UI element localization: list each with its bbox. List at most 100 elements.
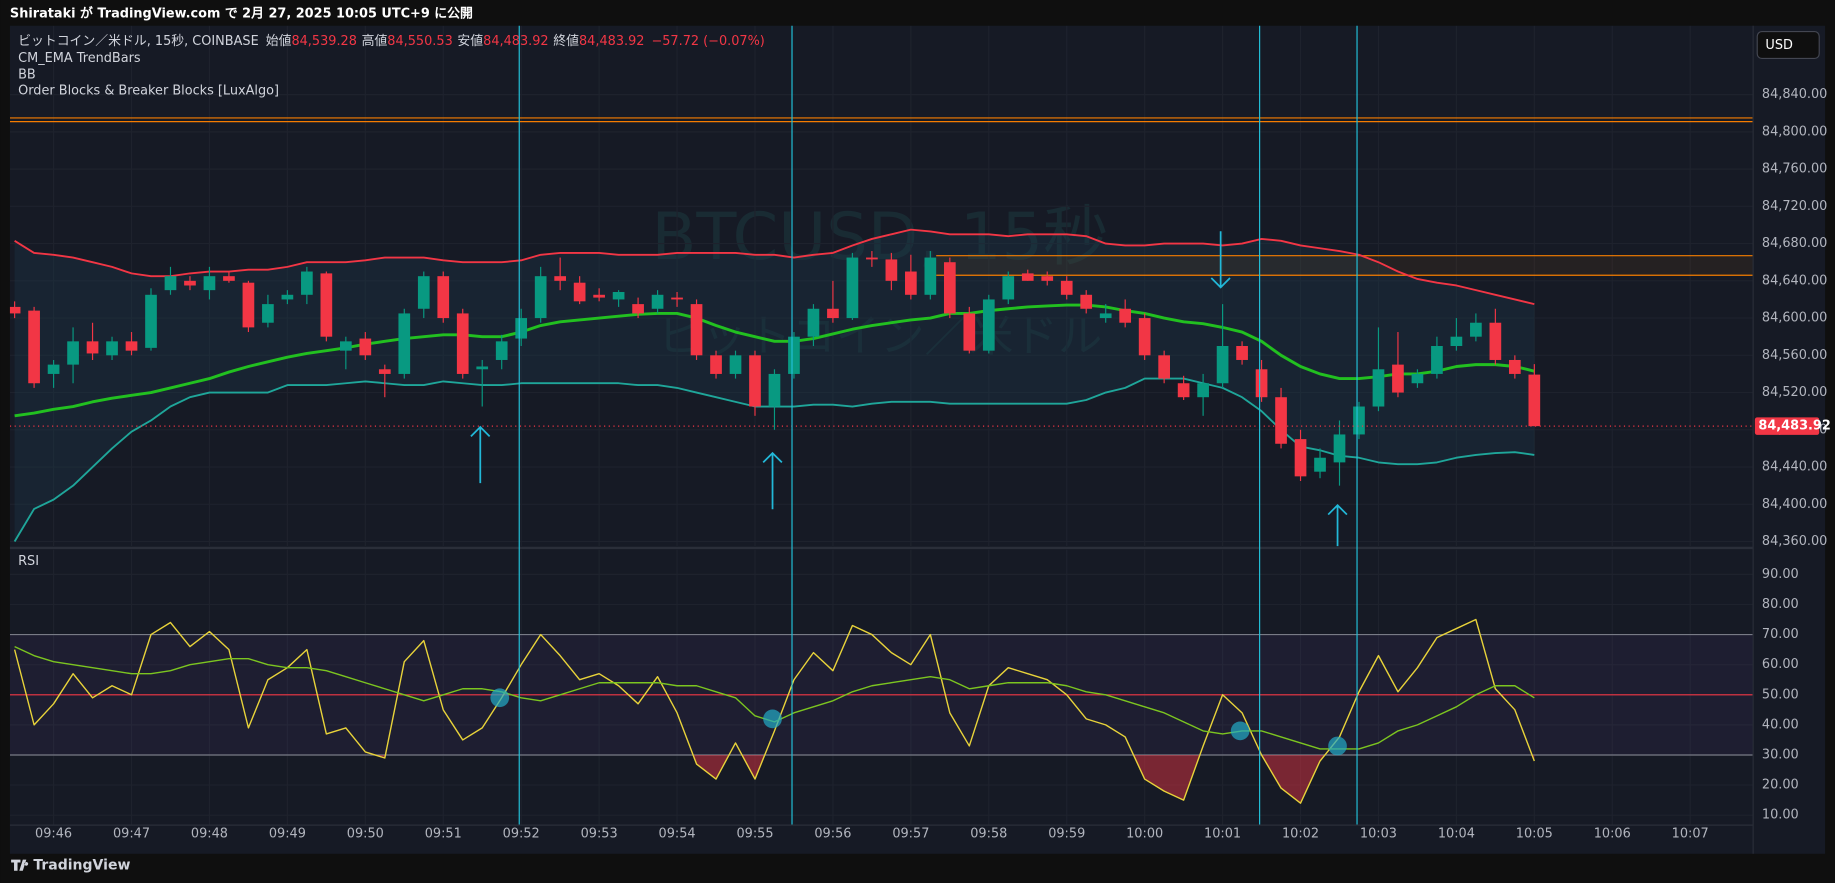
series-line — [14, 228, 1535, 306]
candle-body — [632, 304, 644, 314]
candle-body — [1158, 355, 1170, 379]
candle-body — [1080, 294, 1093, 309]
signal-dot — [1328, 736, 1347, 756]
candle-body — [515, 318, 528, 339]
candle-body — [203, 276, 216, 291]
signal-dot — [490, 688, 510, 708]
candle-body — [788, 336, 800, 374]
candle-body — [710, 355, 722, 374]
candle-body — [281, 294, 294, 300]
candle-body — [1431, 346, 1443, 374]
x-tick-label: 10:07 — [1672, 826, 1709, 841]
candle-body — [67, 341, 79, 365]
candle-body — [495, 341, 508, 360]
candle-body — [943, 262, 956, 314]
candle-body — [1489, 322, 1502, 360]
candle-body — [86, 341, 99, 354]
signal-arrow — [470, 425, 491, 484]
currency-button[interactable] — [1756, 30, 1820, 60]
candle-body — [1528, 374, 1541, 427]
ohlc-value: 84,550.53 — [387, 33, 452, 48]
x-tick-label: 09:48 — [191, 826, 228, 841]
candle-body — [9, 306, 21, 314]
candle-body — [378, 369, 391, 374]
x-tick-label: 09:49 — [269, 826, 306, 841]
y-tick-label: 60.00 — [1762, 657, 1799, 672]
x-tick-label: 09:51 — [425, 826, 462, 841]
candle-body — [671, 297, 683, 300]
x-tick-label: 09:46 — [35, 826, 72, 841]
signal-dot — [1230, 721, 1250, 741]
candle-body — [145, 294, 157, 348]
y-tick-label: 84,640.00 — [1762, 273, 1827, 288]
ohlc-label: 高値 — [362, 32, 388, 48]
chart-area — [9, 25, 1826, 854]
candle-body — [398, 313, 411, 374]
indicator-name: Order Blocks & Breaker Blocks [LuxAlgo] — [18, 84, 279, 99]
x-tick-label: 10:04 — [1438, 826, 1475, 841]
candle-body — [301, 271, 313, 295]
candle-body — [1275, 397, 1287, 444]
y-tick-label: 40.00 — [1762, 717, 1799, 732]
candle-body — [554, 276, 567, 281]
ohlc-label: 始値 — [266, 32, 292, 48]
candle-body — [320, 273, 333, 337]
candle-body — [1450, 336, 1463, 347]
y-tick-label: 80.00 — [1762, 597, 1799, 612]
x-tick-label: 10:06 — [1594, 826, 1631, 841]
candle-body — [905, 271, 917, 295]
y-tick-label: 84,520.00 — [1762, 385, 1827, 400]
x-tick-label: 09:55 — [736, 826, 773, 841]
axes: 09:46 09:47 09:48 09:49 09:50 09:51 09:52 09:53… — [35, 25, 1831, 841]
candle-body — [476, 366, 489, 370]
candle-body — [1372, 369, 1385, 407]
candle-body — [164, 276, 177, 291]
signal-arrow — [762, 451, 783, 510]
currency-label[interactable]: USD — [1765, 38, 1793, 53]
candle-body — [1509, 359, 1521, 374]
candle-body — [28, 310, 40, 384]
x-tick-label: 09:52 — [503, 826, 540, 841]
candle-body — [106, 341, 118, 356]
candle-body — [573, 282, 586, 302]
candle-body — [1099, 313, 1112, 319]
price-pane — [9, 25, 1753, 547]
signal-dot — [763, 709, 782, 729]
candle-body — [866, 257, 878, 260]
indicator-name: CM_EMA TrendBars — [18, 51, 141, 66]
y-tick-label: 50.00 — [1762, 687, 1799, 702]
candle-body — [846, 257, 859, 319]
candle-body — [963, 313, 976, 351]
candle-body — [1314, 457, 1326, 472]
candle-body — [1002, 276, 1015, 300]
rsi-pane — [9, 549, 1753, 825]
y-tick-label: 84,360.00 — [1762, 534, 1827, 549]
x-tick-label: 10:00 — [1126, 826, 1163, 841]
x-tick-label: 09:50 — [347, 826, 384, 841]
candle-body — [749, 355, 761, 407]
candle-body — [339, 341, 352, 351]
footer-brand: TradingView — [33, 857, 130, 873]
x-tick-label: 10:03 — [1360, 826, 1397, 841]
candle-body — [223, 276, 235, 281]
candle-body — [1197, 383, 1209, 398]
x-tick-label: 10:01 — [1204, 826, 1241, 841]
x-tick-label: 09:53 — [581, 826, 618, 841]
signal-arrow — [1210, 231, 1231, 289]
x-tick-label: 09:59 — [1048, 826, 1085, 841]
candle-body — [47, 364, 60, 374]
candle-body — [359, 338, 372, 356]
legend-header: ビットコイン／米ドル, 15秒, COINBASE 始値84,539.28 高値84… — [18, 32, 765, 48]
candle-body — [1119, 308, 1132, 323]
candle-body — [651, 294, 664, 309]
y-tick-label: 20.00 — [1762, 778, 1799, 793]
candle-body — [534, 276, 547, 319]
y-tick-label: 84,760.00 — [1762, 162, 1827, 177]
y-tick-label: 84,560.00 — [1762, 348, 1827, 363]
candle-body — [1060, 280, 1073, 295]
y-tick-label: 84,400.00 — [1762, 497, 1827, 512]
candle-body — [885, 259, 898, 281]
candle-body — [982, 299, 995, 351]
candle-body — [827, 308, 839, 319]
